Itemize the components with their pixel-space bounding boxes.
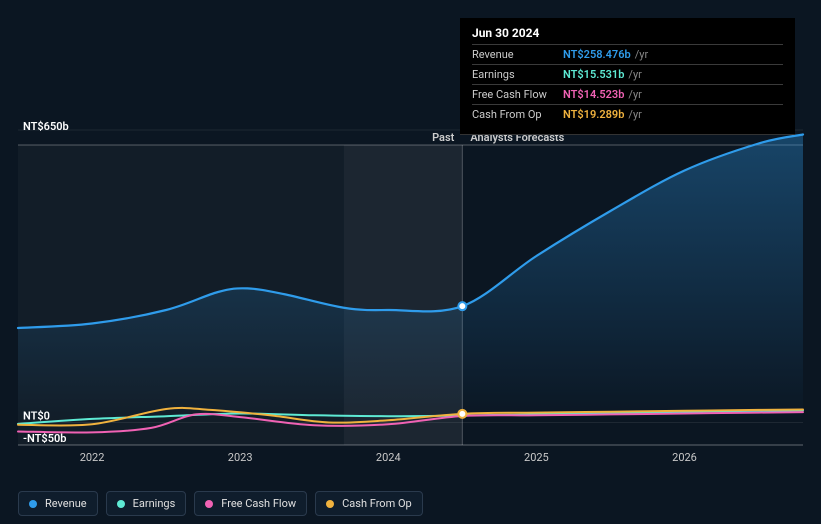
x-tick-label: 2023 [228,451,253,464]
legend-label: Free Cash Flow [221,497,296,510]
tooltip-row: EarningsNT$15.531b/yr [472,64,783,84]
marker-revenue [458,302,466,310]
legend-dot [29,500,37,508]
y-tick-label: -NT$50b [23,432,66,445]
chart-tooltip: Jun 30 2024 RevenueNT$258.476b/yrEarning… [460,18,795,135]
x-tick-label: 2026 [672,451,697,464]
tooltip-row-label: Free Cash Flow [472,88,563,101]
tooltip-row-label: Revenue [472,48,563,61]
tooltip-title: Jun 30 2024 [472,26,783,44]
tooltip-row-value: NT$15.531b [563,68,624,81]
tooltip-row-value: NT$258.476b [563,48,631,61]
earnings-revenue-chart: NT$650bNT$0-NT$50b20222023202420252026Pa… [0,0,821,524]
tooltip-row-unit: /yr [628,68,641,81]
past-label: Past [432,131,455,144]
tooltip-row-unit: /yr [628,108,641,121]
chart-legend: Revenue Earnings Free Cash Flow Cash From O… [18,491,423,516]
tooltip-row-label: Earnings [472,68,563,81]
legend-dot [117,500,125,508]
legend-item-earnings[interactable]: Earnings [106,491,187,516]
legend-label: Revenue [45,497,87,510]
tooltip-row-value: NT$14.523b [563,88,624,101]
tooltip-row: RevenueNT$258.476b/yr [472,44,783,64]
legend-item-free-cash-flow[interactable]: Free Cash Flow [194,491,307,516]
legend-dot [205,500,213,508]
x-tick-label: 2025 [524,451,549,464]
tooltip-row: Free Cash FlowNT$14.523b/yr [472,84,783,104]
legend-dot [326,500,334,508]
legend-label: Cash From Op [342,497,412,510]
tooltip-row-unit: /yr [628,88,641,101]
tooltip-row: Cash From OpNT$19.289b/yr [472,104,783,124]
x-tick-label: 2022 [80,451,105,464]
y-tick-label: NT$650b [23,120,69,133]
tooltip-row-unit: /yr [635,48,648,61]
marker-cfo [458,410,466,418]
legend-item-cash-from-op[interactable]: Cash From Op [315,491,423,516]
legend-label: Earnings [133,497,176,510]
x-tick-label: 2024 [376,451,401,464]
tooltip-row-label: Cash From Op [472,108,563,121]
legend-item-revenue[interactable]: Revenue [18,491,98,516]
tooltip-row-value: NT$19.289b [563,108,624,121]
